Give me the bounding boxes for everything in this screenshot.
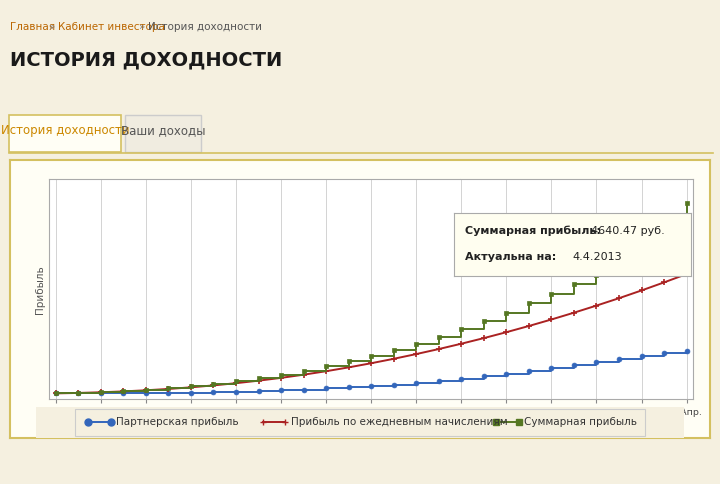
- Text: »: »: [49, 22, 55, 32]
- Text: Прибыль по ежедневным начислениям: Прибыль по ежедневным начислениям: [291, 417, 508, 427]
- Text: Кабинет инвестора: Кабинет инвестора: [58, 22, 164, 32]
- Text: 4.4.2013: 4.4.2013: [572, 252, 622, 262]
- Text: »: »: [139, 22, 145, 32]
- Text: 4640.47 руб.: 4640.47 руб.: [591, 226, 665, 236]
- Text: История доходности: История доходности: [1, 124, 130, 137]
- FancyBboxPatch shape: [125, 115, 201, 152]
- Text: Ваши доходы: Ваши доходы: [121, 124, 205, 137]
- Text: Актуальна на:: Актуальна на:: [466, 252, 557, 262]
- Y-axis label: Прибыль: Прибыль: [35, 265, 45, 314]
- Text: График возростания вашей прибыли: График возростания вашей прибыли: [230, 179, 490, 192]
- Text: Суммарная прибыль: Суммарная прибыль: [524, 417, 637, 427]
- Text: Суммарная прибыль:: Суммарная прибыль:: [466, 226, 601, 236]
- Text: История доходности: История доходности: [148, 22, 261, 32]
- Text: Главная: Главная: [10, 22, 55, 32]
- FancyBboxPatch shape: [9, 115, 121, 152]
- Text: ИСТОРИЯ ДОХОДНОСТИ: ИСТОРИЯ ДОХОДНОСТИ: [10, 51, 282, 70]
- Text: Партнерская прибыль: Партнерская прибыль: [116, 417, 238, 427]
